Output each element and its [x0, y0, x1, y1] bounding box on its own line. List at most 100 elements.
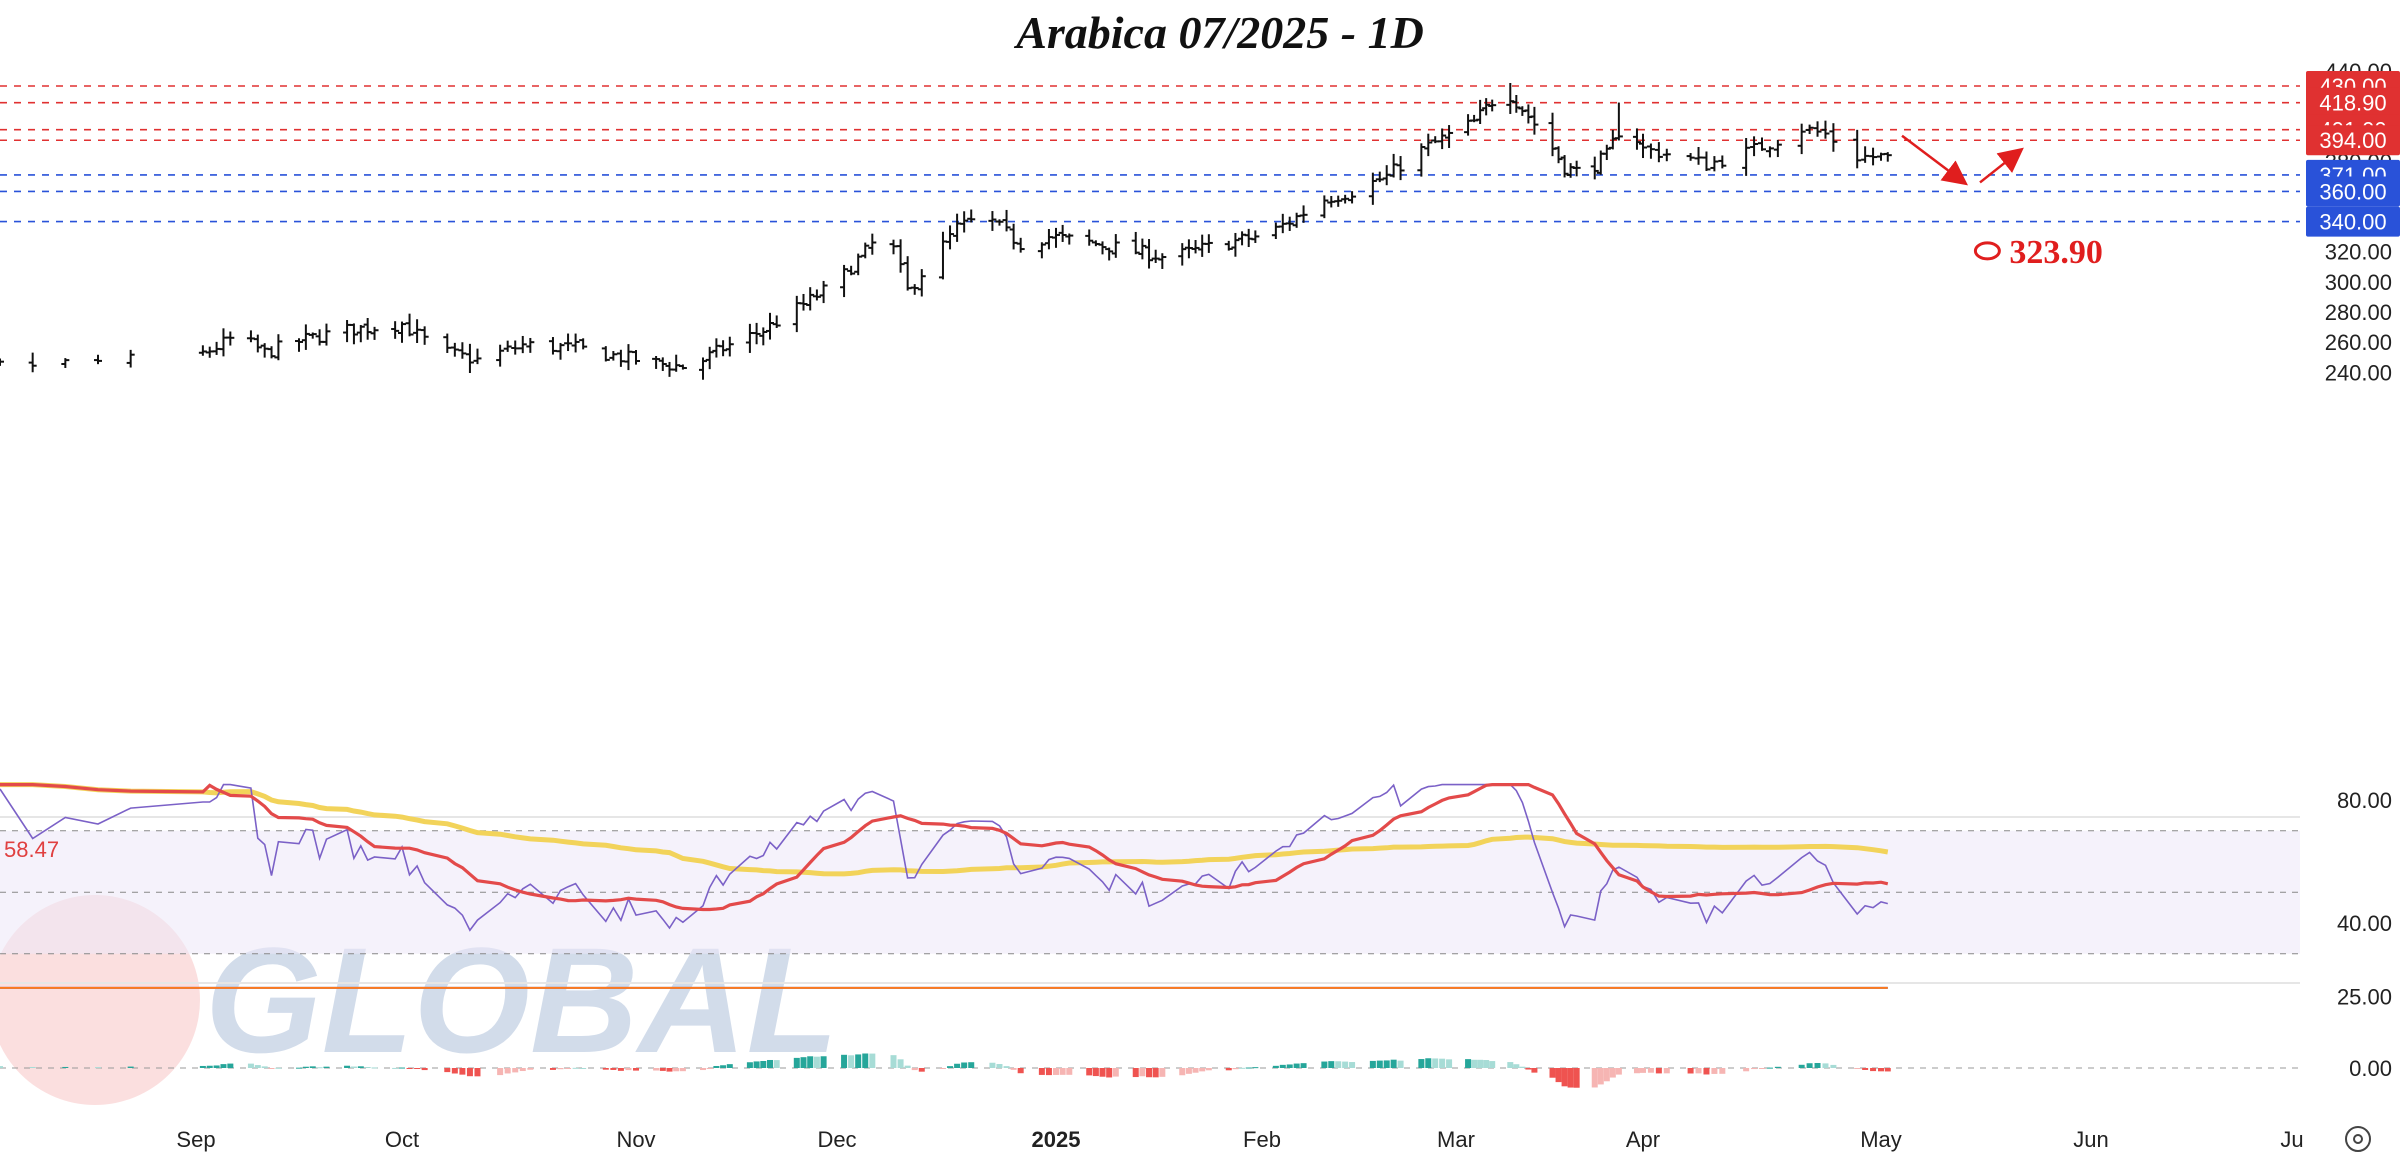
support-level-tag-bg: [2306, 176, 2400, 207]
macd-histogram-bar: [519, 1068, 526, 1072]
ohlc-bar: [946, 225, 955, 250]
macd-histogram-bar: [1507, 1062, 1514, 1068]
ohlc-bar: [0, 358, 4, 366]
low-annotation: 323.90: [1973, 234, 2103, 271]
macd-histogram-bar: [1766, 1067, 1773, 1069]
ohlc-bar: [1813, 121, 1822, 137]
chart-title: Arabica 07/2025 - 1D: [1013, 7, 1424, 58]
ohlc-bar: [995, 219, 1004, 226]
macd-histogram-bar: [1549, 1068, 1556, 1078]
ohlc-bar: [896, 239, 905, 273]
ohlc-bar: [1375, 171, 1384, 183]
macd-histogram-bar: [1798, 1064, 1805, 1068]
macd-histogram-bar: [1225, 1068, 1232, 1071]
macd-tick-label: 25.00: [2337, 985, 2392, 1010]
macd-histogram-bar: [1279, 1064, 1286, 1068]
ohlc-bar: [564, 333, 573, 352]
ohlc-bar: [1231, 232, 1240, 257]
macd-histogram-bar: [947, 1066, 954, 1068]
macd-histogram-bar: [1272, 1065, 1279, 1068]
macd-histogram-bar: [1239, 1067, 1246, 1069]
support-level-tag-text: 340.00: [2319, 210, 2386, 235]
ohlc-bar: [260, 343, 269, 358]
macd-histogram-bar: [1806, 1063, 1813, 1068]
macd-tick-label: 0.00: [2349, 1056, 2392, 1081]
ohlc-bar: [370, 326, 379, 340]
ohlc-bar: [672, 354, 681, 372]
time-tick-label: Jun: [2073, 1127, 2108, 1152]
macd-histogram-bar: [1185, 1068, 1192, 1074]
macd-histogram-bar: [911, 1068, 918, 1071]
macd-histogram-bar: [1232, 1068, 1239, 1070]
ohlc-bar: [349, 323, 358, 345]
ohlc-bar: [1765, 146, 1774, 158]
rsi-tick-label: 80.00: [2337, 788, 2392, 813]
ohlc-bar: [1299, 205, 1308, 223]
support-level-tag: 360.00: [2306, 176, 2400, 207]
macd-histogram-bar: [1066, 1068, 1073, 1075]
macd-histogram-bar: [820, 1056, 827, 1068]
resistance-level-tag: 418.90: [2306, 87, 2400, 118]
ohlc-bar: [917, 269, 926, 297]
ohlc-bar: [601, 346, 610, 362]
ohlc-bar: [1178, 243, 1187, 266]
ohlc-bar: [1251, 230, 1260, 243]
time-tick-label: Nov: [616, 1127, 655, 1152]
ohlc-bar: [1396, 156, 1405, 181]
ohlc-bar: [391, 321, 400, 339]
macd-histogram-bar: [1349, 1062, 1356, 1068]
macd-histogram-bar: [1376, 1060, 1383, 1068]
ohlc-bar: [1431, 136, 1440, 144]
ohlc-bar: [1292, 212, 1301, 228]
ohlc-bar: [868, 233, 877, 255]
ohlc-bar: [413, 319, 422, 343]
ohlc-bar: [518, 335, 527, 354]
macd-histogram-bar: [726, 1064, 733, 1068]
macd-histogram-bar: [451, 1068, 458, 1074]
ohlc-bar: [840, 264, 849, 298]
macd-histogram-bar: [474, 1068, 481, 1077]
macd-histogram-bar: [1418, 1059, 1425, 1068]
macd-histogram-bar: [565, 1068, 572, 1069]
ohlc-bar: [752, 322, 761, 345]
ohlc-bar: [1058, 224, 1067, 242]
macd-histogram-bar: [247, 1063, 254, 1068]
macd-histogram-bar: [1822, 1063, 1829, 1068]
ohlc-bar: [526, 337, 535, 353]
ohlc-bar: [1417, 143, 1426, 177]
ohlc-bar: [28, 352, 37, 373]
macd-histogram-bar: [800, 1057, 807, 1068]
macd-histogram-bar: [1383, 1060, 1390, 1068]
macd-histogram-bar: [1561, 1068, 1568, 1087]
macd-histogram-bar: [1647, 1068, 1654, 1073]
ohlc-bar: [861, 242, 870, 259]
ohlc-bar: [274, 334, 283, 361]
resistance-level-tag-text: 418.90: [2319, 91, 2386, 116]
ohlc-bar: [678, 364, 687, 370]
ohlc-bar: [910, 284, 919, 295]
macd-histogram-bar: [1663, 1068, 1670, 1074]
down-arrow: [1901, 134, 1968, 186]
macd-histogram-bar: [1293, 1063, 1300, 1068]
macd-histogram-bar: [1045, 1068, 1052, 1076]
ohlc-bar: [1105, 247, 1114, 261]
macd-histogram-bar: [659, 1068, 666, 1071]
macd-histogram-bar: [841, 1054, 848, 1068]
macd-histogram-bar: [633, 1068, 639, 1071]
macd-histogram-bar: [1245, 1067, 1252, 1069]
macd-histogram-bar: [1751, 1068, 1758, 1070]
macd-histogram-bar: [1854, 1068, 1861, 1069]
ohlc-bar: [1145, 239, 1154, 269]
ohlc-bar: [1138, 238, 1147, 260]
macd-histogram-bar: [1106, 1068, 1113, 1078]
rsi-tick-label: 40.00: [2337, 911, 2392, 936]
time-tick-label: May: [1860, 1127, 1902, 1152]
macd-histogram-bar: [918, 1068, 925, 1072]
macd-histogram-bar: [1719, 1068, 1726, 1074]
settings-icon[interactable]: [2345, 1126, 2371, 1152]
ohlc-bar: [1654, 142, 1663, 163]
ohlc-bar: [766, 312, 774, 340]
macd-histogram-bar: [1112, 1068, 1119, 1077]
ohlc-bar: [1327, 195, 1336, 208]
ohlc-bar: [496, 344, 505, 367]
